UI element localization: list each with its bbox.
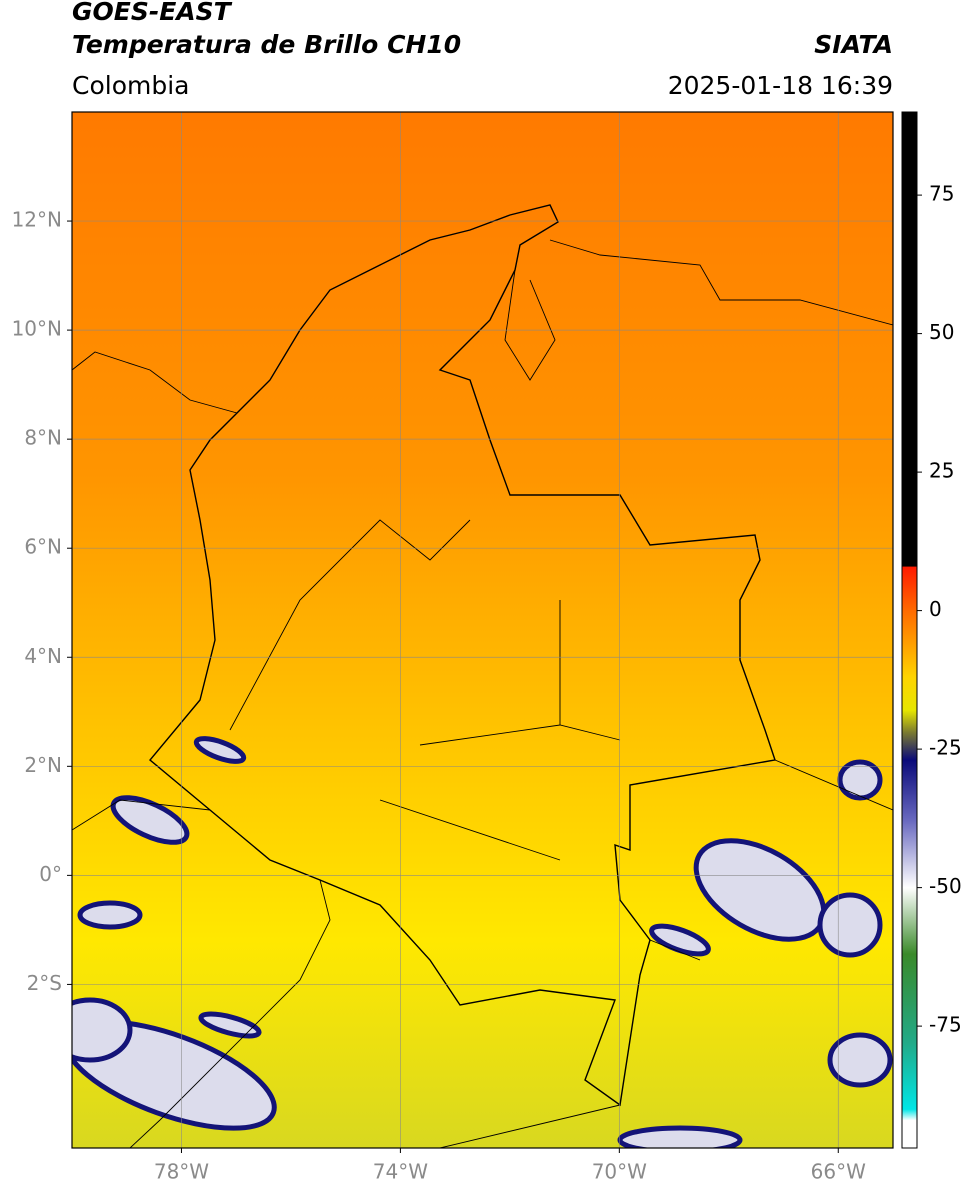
colorbar-tick-label: 50 <box>929 320 954 344</box>
lon-tick-label: 78°W <box>154 1160 209 1184</box>
colorbar-tick-label: -50 <box>929 874 962 898</box>
lat-tick-label: 0° <box>39 862 62 886</box>
lat-tick-label: 12°N <box>12 208 62 232</box>
graticule <box>67 112 893 1153</box>
lon-tick-label: 74°W <box>373 1160 428 1184</box>
title: GOES-EAST <box>72 0 233 26</box>
lon-tick-label: 66°W <box>811 1160 866 1184</box>
map-frame <box>71 111 894 1149</box>
source: SIATA <box>814 30 893 59</box>
subtitle: Temperatura de Brillo CH10 <box>72 30 461 59</box>
clouds <box>72 736 893 1148</box>
lon-tick-label: 70°W <box>592 1160 647 1184</box>
colorbar-tick-label: -75 <box>929 1013 962 1037</box>
colorbar-tick-label: 0 <box>929 597 942 621</box>
lat-tick-label: 10°N <box>12 317 62 341</box>
region: Colombia <box>72 71 189 100</box>
map-background <box>72 112 893 1148</box>
colorbar-tick-label: 75 <box>929 182 954 206</box>
lat-tick-label: 8°N <box>24 426 62 450</box>
colorbar-tick-label: 25 <box>929 459 954 483</box>
colorbar <box>901 111 918 1149</box>
lat-tick-label: 2°S <box>27 971 62 995</box>
borders <box>72 239 893 1148</box>
map-image <box>72 112 893 1148</box>
lat-tick-label: 6°N <box>24 535 62 559</box>
colorbar-tick-label: -25 <box>929 736 962 760</box>
timestamp: 2025-01-18 16:39 <box>668 71 893 100</box>
lat-tick-label: 2°N <box>24 753 62 777</box>
country-border <box>149 204 776 1107</box>
lat-tick-label: 4°N <box>24 644 62 668</box>
